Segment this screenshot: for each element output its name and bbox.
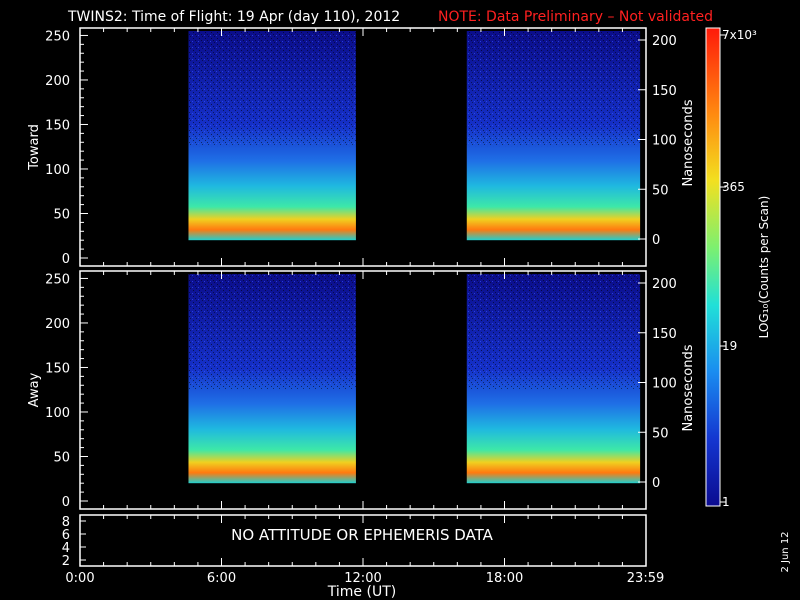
toward-spectrogram	[188, 31, 641, 241]
y-tick-label: 50	[53, 450, 70, 465]
colorbar-label: LOG₁₀(Counts per Scan)	[757, 196, 771, 339]
y-tick-label: 150	[45, 118, 70, 133]
x-tick-label: 6:00	[207, 571, 236, 586]
eph-tick-label: 2	[62, 554, 70, 569]
away-y-ticks: 0 50 100 150 200 250	[45, 272, 88, 510]
colorbar-ticks: 7x10³ 365 19 1	[720, 28, 757, 509]
noise-overlay	[466, 31, 641, 147]
noise-overlay	[188, 274, 356, 390]
y-tick-label: 250	[45, 29, 70, 44]
no-ephemeris-message: NO ATTITUDE OR EPHEMERIS DATA	[231, 526, 494, 544]
noise-overlay	[188, 31, 356, 147]
ns-tick-label: 150	[652, 84, 677, 99]
ns-tick-label: 200	[652, 34, 677, 49]
away-ns-ticks: 0 50 100 150 200	[638, 277, 677, 491]
cbar-tick-label: 7x10³	[722, 28, 757, 42]
preliminary-note: NOTE: Data Preliminary – Not validated	[438, 9, 713, 25]
ns-tick-label: 100	[652, 134, 677, 149]
x-tick-label: 18:00	[486, 571, 523, 586]
ns-tick-label: 0	[652, 233, 660, 248]
x-tick-label: 23:59	[627, 571, 664, 586]
cbar-tick-label: 1	[722, 495, 730, 509]
ns-tick-label: 100	[652, 377, 677, 392]
ns-tick-label: 50	[652, 426, 669, 441]
y-tick-label: 0	[62, 495, 70, 510]
eph-tick-label: 8	[62, 515, 70, 530]
y-tick-label: 250	[45, 272, 70, 287]
eph-tick-label: 6	[62, 528, 70, 543]
away-spectrogram	[188, 274, 641, 484]
noise-overlay	[466, 274, 641, 390]
y-tick-label: 200	[45, 317, 70, 332]
toward-y-ticks: 0 50 100 150 200 250	[45, 29, 88, 267]
y-tick-label: 150	[45, 361, 70, 376]
ns-tick-label: 150	[652, 327, 677, 342]
y-tick-label: 200	[45, 74, 70, 89]
eph-tick-label: 4	[62, 541, 70, 556]
cbar-tick-label: 19	[722, 339, 737, 353]
ns-tick-label: 0	[652, 476, 660, 491]
chart-title: TWINS2: Time of Flight: 19 Apr (day 110)…	[67, 9, 400, 25]
ns-tick-label: 200	[652, 277, 677, 292]
away-axis-label: Away	[27, 372, 42, 407]
cbar-tick-label: 365	[722, 180, 745, 194]
y-tick-label: 100	[45, 406, 70, 421]
away-nanoseconds-label: Nanoseconds	[681, 344, 696, 431]
x-tick-label: 12:00	[344, 571, 381, 586]
toward-nanoseconds-label: Nanoseconds	[681, 99, 696, 186]
toward-ns-ticks: 0 50 100 150 200	[638, 34, 677, 248]
x-tick-label: 0:00	[65, 571, 94, 586]
colorbar	[705, 27, 721, 507]
toward-axis-label: Toward	[27, 124, 42, 171]
x-axis-label: Time (UT)	[327, 584, 396, 600]
y-tick-label: 50	[53, 207, 70, 222]
y-tick-label: 0	[62, 252, 70, 267]
ns-tick-label: 50	[652, 183, 669, 198]
time-axis-ticks: 0:00 6:00 12:00 18:00 23:59	[65, 28, 664, 586]
y-tick-label: 100	[45, 163, 70, 178]
creation-date: 2 Jun 12	[780, 531, 791, 572]
